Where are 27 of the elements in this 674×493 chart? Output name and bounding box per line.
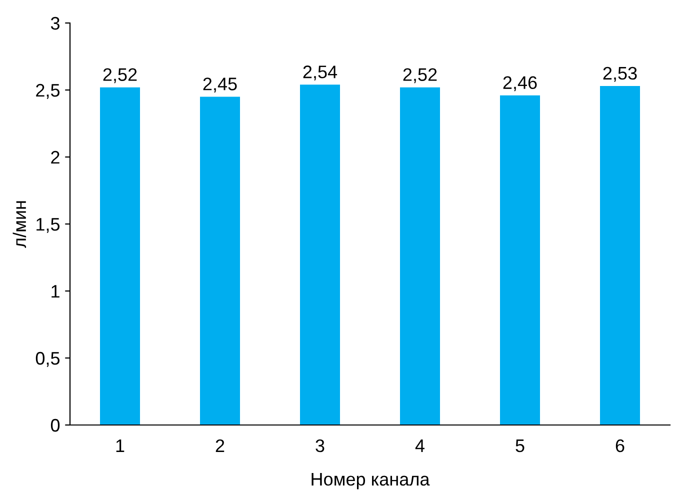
data-label: 2,45 xyxy=(203,78,237,92)
x-tick-label: 1 xyxy=(116,440,124,452)
y-tick-label: 0,5 xyxy=(36,352,60,367)
x-tick-label: 2 xyxy=(216,439,224,452)
bar xyxy=(600,86,640,425)
y-tick-label: 1 xyxy=(52,285,60,298)
x-tick-label: 6 xyxy=(616,439,624,452)
bar xyxy=(100,87,140,425)
bar xyxy=(400,87,440,425)
data-label: 2,46 xyxy=(503,76,537,92)
data-label: 2,52 xyxy=(403,68,437,84)
y-tick-label: 1,5 xyxy=(36,218,60,233)
y-tick-label: 0 xyxy=(50,418,60,432)
bar xyxy=(300,84,340,425)
x-tick-label: 4 xyxy=(415,440,424,452)
y-tick-label: 2,5 xyxy=(36,84,60,99)
y-axis-title: л/мин xyxy=(12,201,26,248)
y-tick-label: 2 xyxy=(51,150,60,164)
bar xyxy=(500,95,540,425)
x-axis-title: Номер канала xyxy=(312,473,430,490)
y-tick-label: 3 xyxy=(50,16,60,30)
data-label: 2,53 xyxy=(603,66,637,82)
x-tick-label: 3 xyxy=(316,439,324,452)
data-label: 2,54 xyxy=(303,66,338,80)
x-tick-label: 5 xyxy=(516,440,524,452)
bar xyxy=(200,96,240,425)
data-label: 2,52 xyxy=(103,68,137,84)
